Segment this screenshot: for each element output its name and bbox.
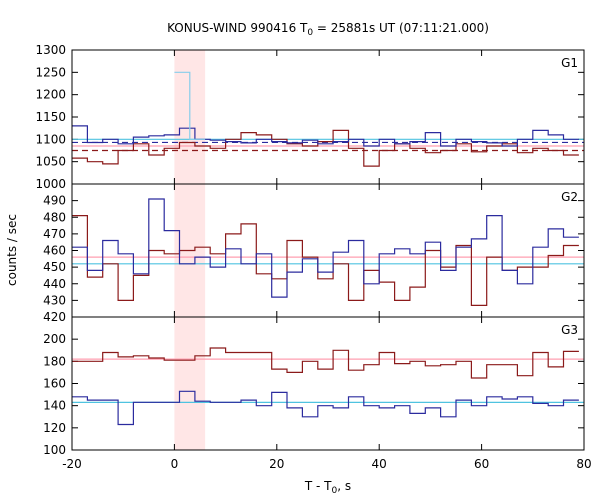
x-axis-label-sub: 0 [332,486,338,496]
series-line-light-blue [174,71,206,140]
y-tick-label: 1150 [35,110,66,124]
series-line-dark-blue [72,198,579,298]
x-tick-label: 40 [372,457,387,471]
panel-label: G3 [561,323,578,337]
series-line-dark-blue [72,125,579,147]
panel-g1: 1000 1050 1100 1150 1200 1250 1300 G1 [35,43,585,191]
y-tick-label: 200 [43,332,66,346]
chart-title-sub: 0 [307,28,313,38]
y-tick-label: 140 [43,399,66,413]
y-tick-label: 1300 [35,43,66,57]
x-axis-label-rest: , s [337,479,351,493]
series-line-dark-blue [72,390,579,426]
x-tick-label: 0 [171,457,179,471]
y-tick-label: 460 [43,244,66,258]
panel-g2: 420 430 440 450 460 470 480 490 G2 [43,183,585,324]
series-line-dark-red [72,215,579,306]
y-tick-label: 1250 [35,65,66,79]
panel-label: G1 [561,56,578,70]
x-tick-label: 80 [576,457,591,471]
panel-g3: 100 120 140 160 180 200 G3 [43,316,585,457]
y-axis-label: counts / sec [5,214,19,286]
chart-title: KONUS-WIND 990416 T0 = 25881s UT (07:11:… [167,21,489,38]
y-tick-label: 120 [43,421,66,435]
y-tick-label: 1000 [35,177,66,191]
y-tick-label: 430 [43,293,66,307]
plot-layer: 1000105011001150120012501300G14204304404… [35,43,591,471]
y-tick-label: 470 [43,227,66,241]
chart-title-main: KONUS-WIND 990416 T [167,21,308,35]
y-tick-label: 1100 [35,132,66,146]
x-tick-label: 60 [474,457,489,471]
y-tick-label: 1050 [35,155,66,169]
y-tick-label: 440 [43,277,66,291]
chart-title-rest: = 25881s UT (07:11:21.000) [313,21,489,35]
y-tick-label: 160 [43,377,66,391]
x-tick-label: 20 [269,457,284,471]
y-tick-label: 1200 [35,88,66,102]
panel-frame [71,49,585,185]
panel-frame [71,316,585,451]
y-tick-label: 480 [43,210,66,224]
series-line-dark-red [72,347,579,379]
y-tick-label: 420 [43,310,66,324]
x-axis-label-main: T - T [304,479,332,493]
x-tick-label: -20 [62,457,82,471]
y-tick-label: 180 [43,354,66,368]
series-line-dark-red [72,129,579,167]
panel-label: G2 [561,190,578,204]
x-axis-label: T - T0, s [304,479,351,496]
y-tick-label: 100 [43,443,66,457]
y-tick-label: 450 [43,260,66,274]
y-tick-label: 490 [43,194,66,208]
